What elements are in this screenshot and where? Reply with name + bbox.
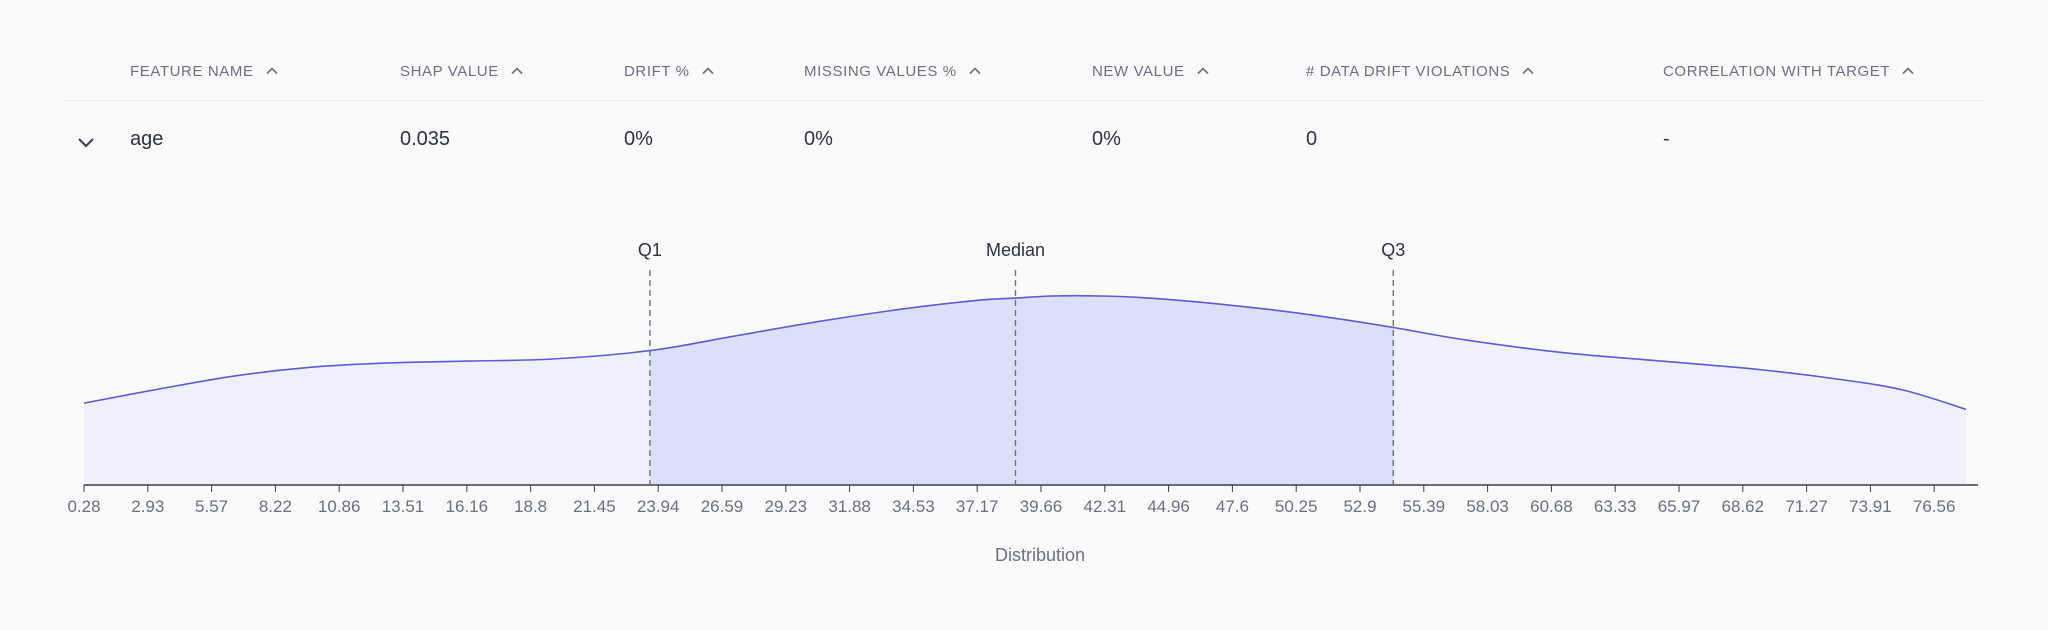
chevron-up-icon bbox=[969, 67, 981, 75]
marker-label: Q3 bbox=[1381, 240, 1405, 260]
x-tick-label: 29.23 bbox=[765, 497, 808, 516]
table-row: age 0.035 0% 0% 0% 0 - bbox=[62, 116, 1984, 166]
marker-label: Q1 bbox=[638, 240, 662, 260]
x-tick-label: 71.27 bbox=[1785, 497, 1828, 516]
x-tick-label: 42.31 bbox=[1084, 497, 1127, 516]
cell-correlation: - bbox=[1663, 128, 1670, 150]
column-label: NEW VALUE bbox=[1092, 62, 1185, 80]
cell-new-value: 0% bbox=[1092, 128, 1121, 150]
cell-shap-value: 0.035 bbox=[400, 128, 451, 150]
x-tick-label: 8.22 bbox=[259, 497, 292, 516]
chevron-up-icon bbox=[1902, 67, 1914, 75]
x-tick-label: 34.53 bbox=[892, 497, 935, 516]
x-tick-label: 10.86 bbox=[318, 497, 361, 516]
x-axis-title: Distribution bbox=[995, 545, 1085, 565]
cell-feature-name: age bbox=[130, 128, 164, 150]
column-header-drift[interactable]: DRIFT % bbox=[624, 61, 716, 81]
column-header-correlation[interactable]: CORRELATION WITH TARGET bbox=[1663, 61, 1916, 81]
marker-label: Median bbox=[986, 240, 1045, 260]
x-tick-label: 63.33 bbox=[1594, 497, 1637, 516]
column-header-new-value[interactable]: NEW VALUE bbox=[1092, 61, 1211, 81]
x-tick-label: 76.56 bbox=[1913, 497, 1956, 516]
chevron-down-icon[interactable] bbox=[74, 130, 98, 154]
x-tick-label: 18.8 bbox=[514, 497, 547, 516]
x-tick-label: 73.91 bbox=[1849, 497, 1892, 516]
x-tick-label: 23.94 bbox=[637, 497, 680, 516]
interquartile-area bbox=[649, 295, 1394, 485]
x-tick-label: 58.03 bbox=[1466, 497, 1509, 516]
cell-drift-violations: 0 bbox=[1306, 128, 1318, 150]
column-header-drift-violations[interactable]: # DATA DRIFT VIOLATIONS bbox=[1306, 61, 1536, 81]
x-tick-label: 65.97 bbox=[1658, 497, 1701, 516]
column-label: # DATA DRIFT VIOLATIONS bbox=[1306, 62, 1511, 80]
column-header-missing-values[interactable]: MISSING VALUES % bbox=[804, 61, 983, 81]
chevron-up-icon bbox=[1197, 67, 1209, 75]
x-tick-label: 60.68 bbox=[1530, 497, 1573, 516]
x-tick-label: 39.66 bbox=[1020, 497, 1063, 516]
column-label: CORRELATION WITH TARGET bbox=[1663, 62, 1891, 80]
chevron-up-icon bbox=[702, 67, 714, 75]
table-header: FEATURE NAME SHAP VALUE DRIFT % MISSING … bbox=[62, 44, 1984, 101]
x-tick-label: 16.16 bbox=[446, 497, 489, 516]
column-header-feature-name[interactable]: FEATURE NAME bbox=[130, 61, 280, 81]
distribution-chart: 0.28 2.93 5.57 8.22 10.86 13.51 16.16 18.8 21.45… bbox=[67, 240, 1978, 565]
x-tick-label: 5.57 bbox=[195, 497, 228, 516]
x-tick-label: 55.39 bbox=[1403, 497, 1446, 516]
x-tick-label: 37.17 bbox=[956, 497, 999, 516]
x-tick-label: 0.28 bbox=[67, 497, 100, 516]
chevron-up-icon bbox=[511, 67, 523, 75]
x-tick-label: 44.96 bbox=[1147, 497, 1190, 516]
cell-drift: 0% bbox=[624, 128, 653, 150]
x-tick-label: 13.51 bbox=[382, 497, 425, 516]
x-tick-label: 68.62 bbox=[1722, 497, 1765, 516]
column-label: SHAP VALUE bbox=[400, 62, 499, 80]
column-label: FEATURE NAME bbox=[130, 62, 254, 80]
x-tick-label: 31.88 bbox=[828, 497, 871, 516]
x-tick-label: 52.9 bbox=[1343, 497, 1376, 516]
x-tick-label: 47.6 bbox=[1216, 497, 1249, 516]
x-tick-label: 2.93 bbox=[131, 497, 164, 516]
distribution-line bbox=[83, 294, 1967, 411]
column-label: MISSING VALUES % bbox=[804, 62, 957, 80]
column-label: DRIFT % bbox=[624, 62, 690, 80]
cell-missing-values: 0% bbox=[804, 128, 833, 150]
x-tick-label: 21.45 bbox=[573, 497, 616, 516]
x-tick-label: 26.59 bbox=[701, 497, 744, 516]
column-header-shap-value[interactable]: SHAP VALUE bbox=[400, 61, 525, 81]
x-tick-label: 50.25 bbox=[1275, 497, 1318, 516]
chevron-up-icon bbox=[266, 67, 278, 75]
chevron-up-icon bbox=[1522, 67, 1534, 75]
